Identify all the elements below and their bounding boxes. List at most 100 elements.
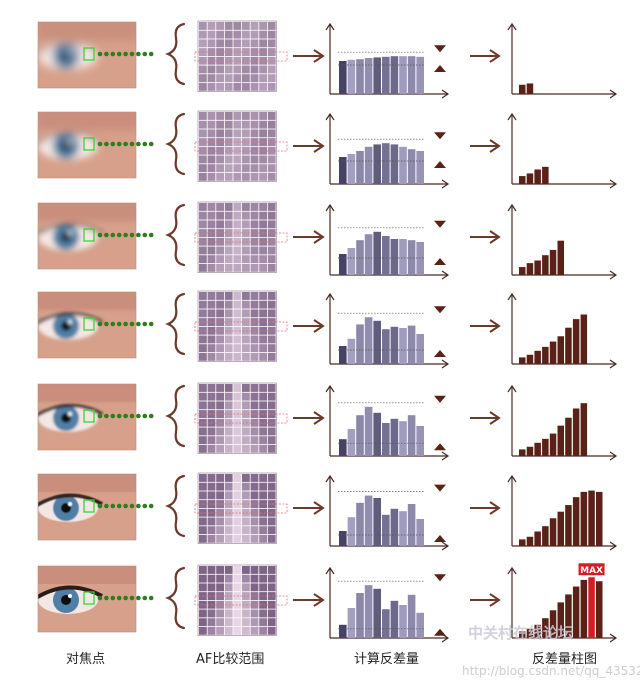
grid-cell	[259, 517, 267, 526]
grid-cell	[259, 401, 267, 410]
grid-cell	[259, 309, 267, 318]
grid-cell	[259, 566, 267, 574]
grid-cell	[250, 566, 259, 574]
grid-cell	[224, 30, 233, 39]
eye	[38, 566, 136, 614]
grid-cell	[267, 203, 276, 211]
brace	[165, 22, 186, 86]
grid-cell	[199, 211, 207, 220]
compute-bar	[373, 231, 381, 275]
grid-cell	[207, 500, 216, 508]
grid-cell	[199, 436, 207, 445]
grid-cell	[233, 444, 242, 453]
arrow-head	[489, 411, 501, 425]
grid-cell	[267, 172, 276, 181]
grid-cell	[267, 517, 276, 526]
grid-cell	[216, 508, 224, 517]
dot	[142, 321, 148, 327]
highlight	[68, 320, 72, 324]
grid-cell	[199, 300, 207, 309]
grid-cell	[224, 309, 233, 318]
compute-bar	[339, 346, 347, 364]
grid-cell	[267, 22, 276, 30]
contrast-bar	[557, 336, 564, 364]
af-range-grid	[197, 564, 277, 636]
grid-cell	[207, 534, 216, 543]
contrast-bar	[526, 446, 534, 456]
grid-cell	[224, 401, 233, 410]
grid-cell	[224, 112, 233, 120]
grid-cell	[250, 74, 259, 83]
grid-cell	[259, 626, 267, 635]
dot	[148, 232, 154, 238]
contrast-bar	[572, 497, 580, 546]
grid-cell	[199, 203, 207, 211]
dot	[97, 141, 103, 147]
dot	[129, 232, 135, 238]
dot	[116, 232, 122, 238]
grid-cell	[267, 300, 276, 309]
contrast-bar	[542, 438, 549, 456]
grid-cell	[242, 335, 250, 344]
grid-cell	[199, 292, 207, 300]
grid-cell	[267, 211, 276, 220]
grid-cell	[207, 164, 216, 173]
brace	[165, 292, 186, 356]
grid-cell	[224, 566, 233, 574]
compute-bar	[373, 412, 381, 456]
grid-cell	[267, 566, 276, 574]
dot	[123, 595, 128, 601]
grid-cell	[233, 401, 242, 410]
compute-bar	[407, 56, 416, 94]
dot	[142, 503, 148, 509]
grid-cell	[242, 74, 250, 83]
grid-cell	[224, 335, 233, 344]
grid-cell	[216, 517, 224, 526]
grid-cell	[233, 300, 242, 309]
contrast-bar	[557, 425, 564, 456]
compute-bar	[364, 58, 373, 94]
grid-cell	[242, 384, 250, 392]
grid-cell	[216, 246, 224, 255]
grid-cell	[207, 626, 216, 635]
grid-cell	[224, 48, 233, 56]
dot	[136, 321, 141, 327]
contrast-bar	[519, 539, 526, 546]
down-marker-icon	[434, 220, 446, 228]
compute-bar	[399, 605, 407, 638]
contrast-bar	[588, 490, 595, 546]
grid-cell	[242, 263, 250, 272]
grid-cell	[216, 82, 224, 91]
grid-cell	[267, 48, 276, 56]
grid-cell	[250, 129, 259, 138]
arrow-head	[313, 319, 325, 333]
grid-cell	[250, 526, 259, 535]
dot	[104, 51, 109, 57]
grid-cell	[224, 583, 233, 592]
af-range-grid	[197, 382, 277, 454]
grid-cell	[199, 237, 207, 246]
grid-cell	[267, 609, 276, 618]
grid-cell	[224, 609, 233, 618]
grid-cell	[233, 172, 242, 181]
grid-cell	[242, 352, 250, 361]
grid-cell	[207, 309, 216, 318]
grid-cell	[233, 384, 242, 392]
grid-cell	[233, 566, 242, 574]
contrast-bar	[542, 346, 549, 364]
arrow-head	[313, 593, 325, 607]
down-marker-icon	[434, 574, 446, 582]
grid-cell	[267, 384, 276, 392]
grid-cell	[207, 618, 216, 627]
grid-cell	[224, 344, 233, 353]
grid-cell	[267, 583, 276, 592]
grid-cell	[267, 129, 276, 138]
arrow-head	[489, 593, 501, 607]
contrast-bar	[534, 169, 541, 184]
grid-cell	[267, 410, 276, 418]
grid-cell	[224, 164, 233, 173]
grid-cell	[224, 352, 233, 361]
contrast-bar	[526, 628, 534, 638]
arrow-head	[313, 49, 325, 63]
